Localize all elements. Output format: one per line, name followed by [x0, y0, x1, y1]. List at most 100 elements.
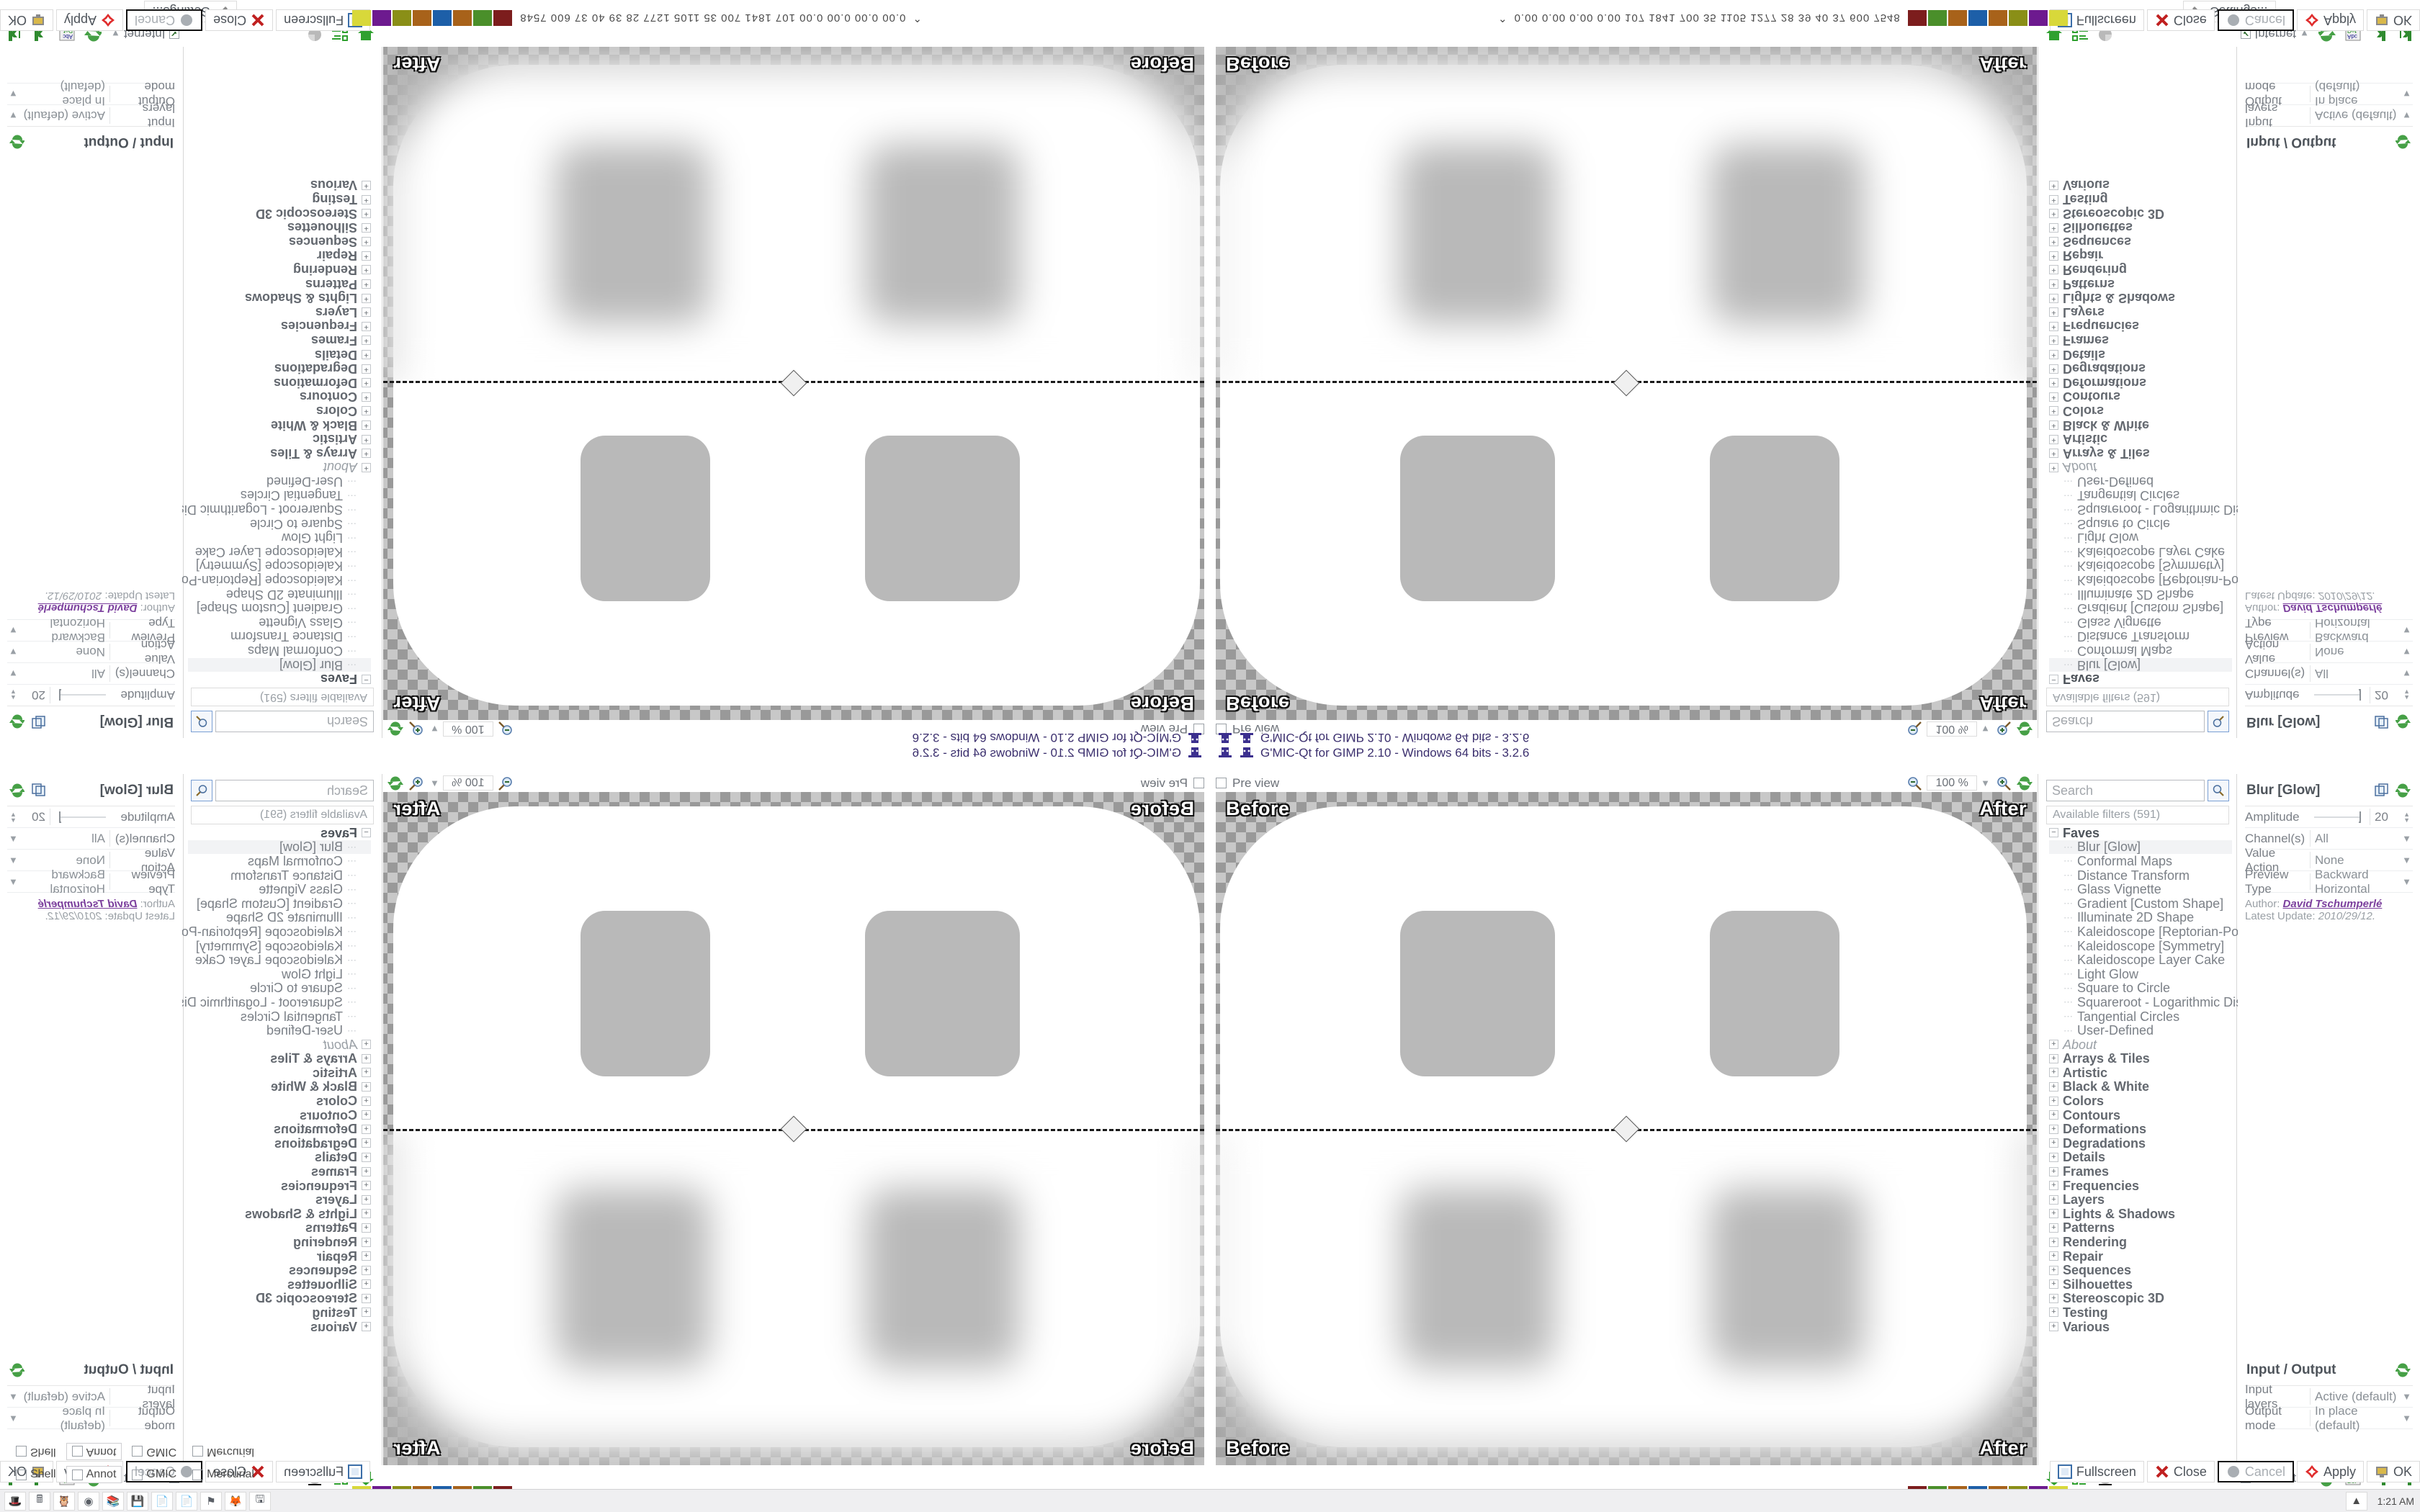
filter-category[interactable]: + Deformations [2049, 376, 2232, 390]
filter-category[interactable]: + Details [188, 348, 371, 362]
filter-item[interactable]: ⋯ Glass Vignette [2049, 616, 2232, 630]
color-swatch[interactable] [2008, 10, 2027, 26]
reset-parameters-icon[interactable] [2396, 714, 2411, 729]
chevron-down-icon[interactable]: ▼ [2402, 89, 2411, 99]
filter-category[interactable]: + Frames [188, 1164, 371, 1179]
books-icon[interactable]: 📚 [102, 1491, 124, 1511]
filter-item[interactable]: ⋯ Squareroot - Logarithmic Distortion [2049, 995, 2278, 1009]
expander-icon[interactable]: + [2049, 420, 2058, 431]
expander-icon[interactable]: + [362, 1293, 371, 1303]
param-combo[interactable]: Backward Horizontal ▼ [7, 617, 110, 645]
fullscreen-button[interactable]: Fullscreen [2049, 1461, 2144, 1482]
filter-item[interactable]: ⋯ Blur [Glow] [188, 840, 371, 854]
preview-canvas[interactable]: Before After Before After [383, 792, 1204, 1465]
author-link[interactable]: David Tschumperlé [2282, 602, 2383, 614]
chevron-down-icon[interactable]: ▼ [1981, 778, 1990, 788]
reset-parameters-icon[interactable] [9, 783, 24, 798]
param-combo[interactable]: None ▼ [2310, 644, 2413, 660]
search-input[interactable]: Search [215, 780, 374, 801]
slider-handle[interactable] [2359, 689, 2361, 701]
expander-icon[interactable]: + [2049, 1279, 2058, 1290]
expander-icon[interactable]: + [362, 1040, 371, 1050]
window-title-bar[interactable]: G'MIC-Qt for GIMP 2.10 - Windows 64 bits… [1210, 745, 2420, 761]
expander-icon[interactable]: + [362, 279, 371, 289]
blender-icon[interactable]: ◉ [78, 1491, 99, 1511]
slider-handle[interactable] [2359, 811, 2361, 823]
expander-icon[interactable]: + [2049, 1223, 2058, 1233]
expander-icon[interactable]: + [2049, 1251, 2058, 1261]
expander-icon[interactable]: + [2049, 293, 2058, 303]
io-combo[interactable]: In place (default) ▼ [2310, 81, 2413, 109]
filter-category[interactable]: + About [2049, 1038, 2232, 1052]
reset-zoom-icon[interactable] [387, 721, 404, 738]
filter-item[interactable]: ⋯ Kaleidoscope Layer Cake [2049, 953, 2232, 967]
filter-category[interactable]: + Contours [188, 1108, 371, 1122]
mirror-quadrant-top-left[interactable]: Pre view Before After Before [0, 0, 1210, 756]
filter-item[interactable]: ⋯ Kaleidoscope [Symmetry] [188, 559, 371, 573]
stepper-arrows[interactable]: ▲ ▼ [2403, 688, 2410, 702]
param-spinbox[interactable]: 20 ▲ ▼ [7, 687, 50, 703]
cancel-button[interactable]: Cancel [2217, 9, 2294, 31]
mirror-quadrant-bottom-left[interactable]: Pre view Before After Before [0, 756, 1210, 1512]
chevron-down-icon[interactable]: ▼ [9, 89, 18, 99]
param-combo[interactable]: Backward Horizontal ▼ [2310, 868, 2413, 896]
expander-icon[interactable]: + [362, 392, 371, 402]
expander-icon[interactable]: − [2049, 828, 2058, 838]
search-icon[interactable] [191, 711, 212, 732]
disk-icon[interactable]: 🖫 [249, 1491, 271, 1511]
filter-category[interactable]: + Silhouettes [188, 220, 371, 235]
filter-item[interactable]: ⋯ Square to Circle [188, 981, 371, 995]
expander-icon[interactable]: + [362, 237, 371, 247]
flag-icon[interactable]: ⚑ [200, 1491, 222, 1511]
filter-item[interactable]: ⋯ Light Glow [188, 967, 371, 981]
expander-icon[interactable]: + [2049, 1068, 2058, 1078]
filter-category[interactable]: + Frequencies [2049, 1179, 2232, 1193]
search-icon[interactable] [2208, 711, 2229, 732]
expander-icon[interactable]: + [2049, 1265, 2058, 1275]
filter-category[interactable]: + Stereoscopic 3D [188, 207, 371, 221]
expander-icon[interactable]: + [362, 1251, 371, 1261]
filter-category[interactable]: + About [188, 1038, 371, 1052]
filter-item[interactable]: ⋯ Gradient [Custom Shape] [188, 601, 371, 616]
tray-icon[interactable]: ▲ [2345, 1491, 2367, 1511]
filter-category[interactable]: + Sequences [188, 1263, 371, 1277]
fullscreen-button[interactable]: Fullscreen [276, 1461, 371, 1482]
expander-icon[interactable]: + [2049, 1209, 2058, 1219]
export-icon[interactable] [6, 24, 24, 43]
gimp-color-swatches[interactable] [1907, 10, 2068, 26]
filter-item[interactable]: ⋯ Illuminate 2D Shape [188, 910, 371, 924]
filter-category[interactable]: + Contours [2049, 390, 2232, 404]
filter-item[interactable]: ⋯ Glass Vignette [2049, 882, 2232, 896]
expander-icon[interactable]: + [2049, 194, 2058, 204]
owl-icon[interactable]: 🦉 [53, 1491, 75, 1511]
chevron-down-icon[interactable]: ▼ [2402, 855, 2411, 865]
filter-tree[interactable]: − Faves ⋯ Blur [Glow] ⋯ Conformal Maps ⋯ Distan… [142, 826, 377, 1334]
filter-item[interactable]: ⋯ User-Defined [188, 1023, 371, 1038]
expander-icon[interactable]: + [2049, 279, 2058, 289]
author-link[interactable]: David Tschumperlé [37, 898, 138, 910]
filter-item[interactable]: ⋯ Distance Transform [2049, 868, 2232, 883]
close-button[interactable]: Close [205, 1461, 274, 1482]
chevron-down-icon[interactable]: ▼ [2402, 1413, 2411, 1423]
filter-category[interactable]: + Deformations [188, 376, 371, 390]
expander-icon[interactable]: + [2049, 237, 2058, 247]
filter-item[interactable]: ⋯ Squareroot - Logarithmic Distortion [142, 503, 371, 517]
expander-icon[interactable]: + [362, 1096, 371, 1106]
chevron-down-icon[interactable]: ▼ [2402, 647, 2411, 657]
chevron-down-icon[interactable]: ▼ [9, 668, 18, 679]
color-swatch[interactable] [2048, 10, 2068, 26]
filter-category[interactable]: + Contours [188, 390, 371, 404]
expander-icon[interactable]: + [2049, 180, 2058, 190]
expander-icon[interactable]: + [362, 350, 371, 360]
filter-category[interactable]: + Various [188, 178, 371, 192]
expander-icon[interactable]: + [362, 1181, 371, 1191]
expander-icon[interactable]: + [2049, 1308, 2058, 1318]
chevron-down-icon[interactable]: ▼ [2402, 110, 2411, 121]
filter-group-faves[interactable]: − Faves [2049, 826, 2232, 840]
param-spinbox[interactable]: 20 ▲ ▼ [2370, 809, 2413, 825]
gimp-tab-mercurial[interactable]: Mercurial [187, 1443, 260, 1460]
color-swatch[interactable] [352, 10, 372, 26]
filter-category[interactable]: + Frames [2049, 333, 2232, 348]
expander-icon[interactable]: + [2049, 1166, 2058, 1176]
filter-category[interactable]: + Frequencies [188, 319, 371, 333]
